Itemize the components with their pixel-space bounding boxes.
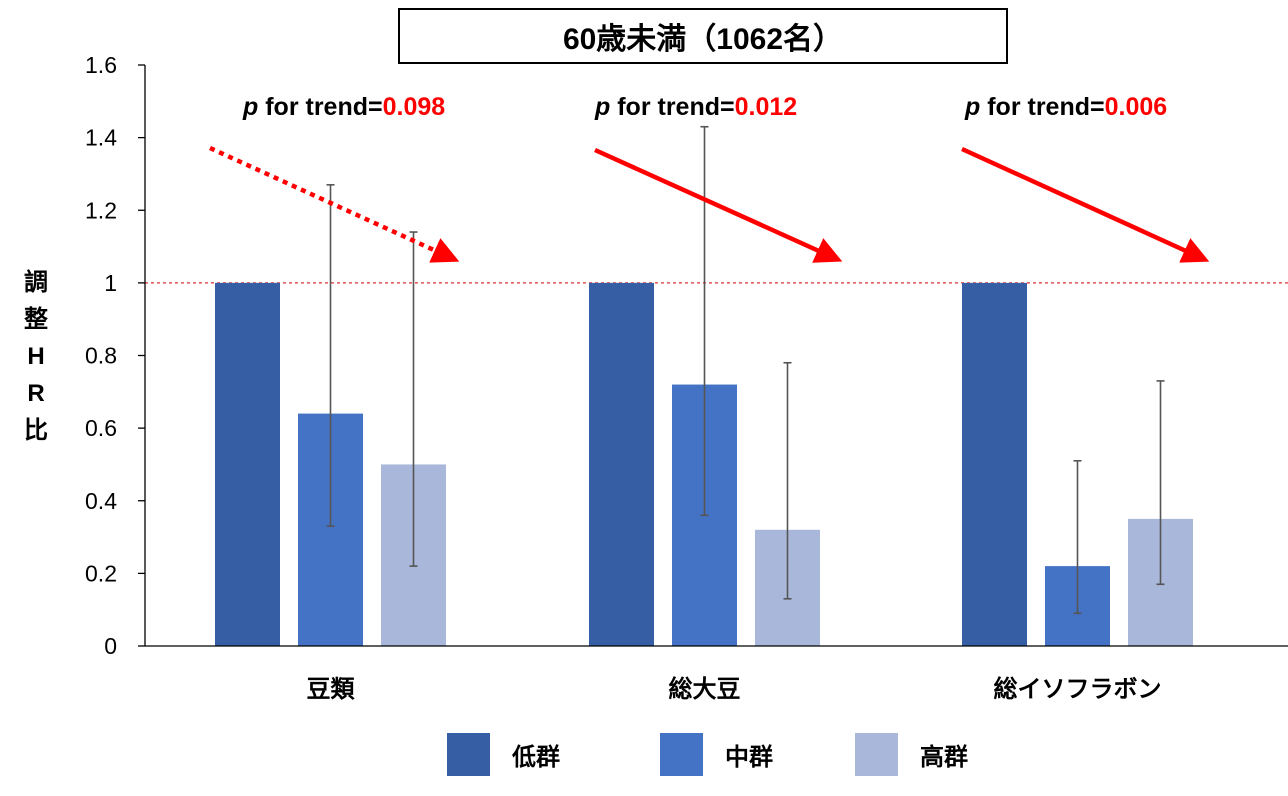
category-label: 豆類	[307, 676, 356, 703]
y-tick-label: 0.8	[85, 343, 117, 369]
y-axis-label-char: 比	[24, 417, 48, 444]
trend-p: p	[594, 93, 610, 121]
trend-arrow	[594, 147, 843, 263]
trend-value: 0.098	[383, 93, 446, 121]
trend-text: for trend=	[980, 93, 1104, 121]
trend-label: p for trend=0.006	[964, 93, 1167, 121]
y-tick-label: 1.6	[85, 52, 117, 78]
legend-item-low: 低群	[447, 733, 560, 776]
trend-p: p	[242, 93, 258, 121]
legend-item-mid: 中群	[660, 733, 773, 776]
y-tick-label: 1	[104, 270, 117, 296]
legend-item-high: 高群	[855, 733, 968, 776]
legend-swatch-mid	[660, 733, 703, 776]
trend-value: 0.012	[735, 93, 798, 121]
trend-label: p for trend=0.012	[594, 93, 797, 121]
y-axis-label-char: H	[27, 343, 45, 370]
category-label: 総大豆	[669, 675, 741, 703]
y-tick-label: 0.4	[85, 488, 117, 514]
chart-title: 60歳未満（1062名）	[398, 8, 1008, 64]
trend-arrow	[209, 145, 460, 263]
y-axis-label-char: R	[27, 380, 45, 407]
y-axis-label-char: 調	[24, 269, 48, 296]
trend-text: for trend=	[258, 93, 382, 121]
trend-label: p for trend=0.098	[242, 93, 445, 121]
y-tick-label: 0.6	[85, 415, 117, 441]
trend-arrow	[961, 146, 1210, 263]
trend-p: p	[964, 93, 980, 121]
y-tick-label: 0.2	[85, 560, 117, 586]
bar	[962, 282, 1027, 646]
legend-swatch-low	[447, 733, 490, 776]
bar	[589, 282, 654, 646]
y-axis-label: 調 整 H R 比	[18, 264, 54, 449]
category-label: 総イソフラボン	[994, 675, 1162, 703]
legend-label-mid: 中群	[725, 744, 773, 771]
legend-label-high: 高群	[920, 744, 968, 771]
y-tick-label: 0	[104, 633, 117, 659]
trend-value: 0.006	[1105, 93, 1168, 121]
trend-text: for trend=	[610, 93, 734, 121]
legend-swatch-high	[855, 733, 898, 776]
legend: 低群 中群 高群	[0, 733, 1288, 781]
y-tick-label: 1.4	[85, 125, 117, 151]
bar	[215, 282, 280, 646]
chart-title-text: 60歳未満（1062名）	[562, 23, 844, 56]
legend-label-low: 低群	[512, 744, 560, 771]
y-axis-label-char: 整	[24, 306, 48, 333]
y-tick-label: 1.2	[85, 197, 117, 223]
